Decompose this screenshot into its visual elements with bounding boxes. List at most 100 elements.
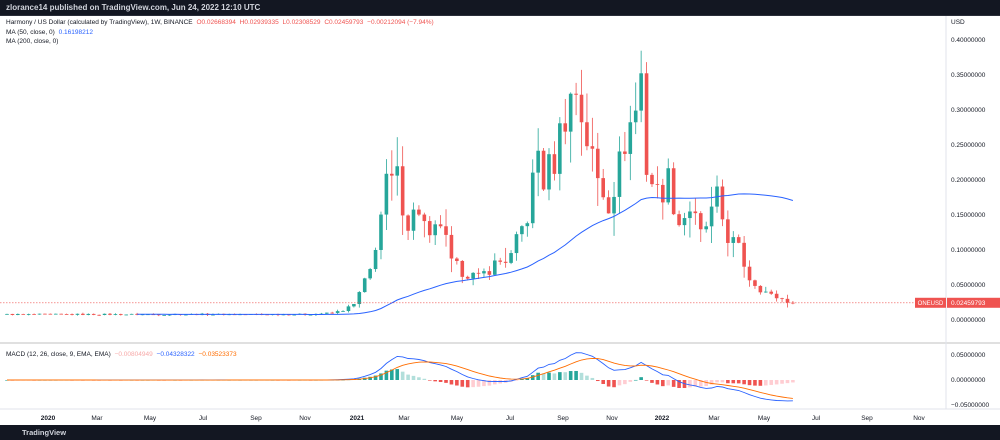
candle-body (498, 260, 503, 262)
ma50-legend[interactable]: MA (50, close, 0) 0.16198212 (6, 28, 93, 37)
macd-hist-bar (666, 380, 671, 386)
candle (785, 294, 790, 308)
candle (547, 148, 551, 201)
macd-hist-value: −0.00804949 (114, 351, 153, 358)
footer-brand[interactable]: TradingView (22, 428, 67, 437)
macd-hist-bar (726, 380, 730, 384)
price-axis-tick: 0.05000000 (951, 282, 986, 289)
candle-body (373, 249, 378, 270)
time-axis-label: May (758, 415, 771, 422)
macd-hist-bar (487, 380, 492, 386)
candle (661, 178, 665, 220)
price-axis-tick: 0.00000000 (951, 317, 986, 324)
macd-hist-bar (395, 369, 400, 380)
candle-body (129, 313, 134, 315)
candle-body (444, 226, 448, 235)
candle (568, 92, 573, 163)
macd-hist-bar (633, 379, 638, 381)
time-axis-label: Sep (250, 415, 262, 422)
candle (75, 313, 80, 316)
macd-hist-bar (400, 371, 405, 380)
candle-body (135, 313, 139, 315)
macd-hist-bar (530, 375, 535, 380)
macd-legend[interactable]: MACD (12, 26, close, 9, EMA, EMA) −0.008… (6, 350, 237, 359)
candle-body (753, 280, 757, 286)
candle (487, 266, 492, 280)
candle (552, 141, 557, 181)
candle (119, 313, 123, 316)
candle (124, 314, 129, 316)
candle (736, 234, 741, 244)
candle-body (97, 314, 101, 316)
macd-hist-bar (482, 380, 486, 387)
candle (704, 221, 708, 233)
footer-bar: TradingView (0, 425, 1000, 440)
candle-body (59, 313, 63, 315)
candle-body (520, 226, 524, 235)
macd-hist-bar (742, 380, 746, 385)
time-axis-label: 2021 (350, 415, 365, 422)
candles-group (5, 50, 795, 317)
macd-hist-bar (595, 380, 600, 382)
candle (482, 268, 486, 278)
time-axis-label: Mar (398, 415, 410, 422)
chart-area[interactable]: 2020 Mar May Jul Sep Nov 2021 Mar May Jul Sep Nov 20… (0, 16, 1000, 425)
ma50-line (137, 193, 794, 315)
candle-body (70, 314, 74, 315)
candle-body (16, 313, 20, 315)
candle-body (81, 313, 85, 315)
macd-hist-bar (368, 376, 372, 380)
main-legend: Harmony / US Dollar (calculated by Tradi… (6, 18, 434, 27)
candle-body (21, 313, 26, 315)
macd-hist-bar (390, 369, 394, 380)
macd-hist-bar (520, 378, 524, 380)
macd-hist-bar (444, 380, 448, 383)
candle-body (324, 312, 329, 314)
macd-hist-bar (541, 373, 546, 380)
candle-body (731, 237, 736, 243)
candle (384, 159, 389, 231)
candle-body (449, 234, 454, 259)
symbol-title[interactable]: Harmony / US Dollar (calculated by Tradi… (6, 19, 193, 26)
candle-body (742, 242, 746, 267)
macd-hist-bar (693, 380, 698, 387)
high-value: H0.02939335 (239, 19, 279, 26)
time-axis-label: Mar (91, 415, 103, 422)
candle-body (585, 122, 589, 147)
macd-hist-bar (547, 372, 551, 380)
candle-body (422, 214, 427, 222)
candle (417, 205, 421, 217)
candle-body (655, 184, 660, 185)
candle (574, 82, 578, 116)
macd-hist-bar (769, 380, 774, 385)
macd-hist-bar (661, 380, 665, 387)
macd-hist-bar (655, 380, 660, 385)
candle (43, 313, 47, 315)
macd-hist-bar (780, 380, 784, 384)
candle-body (650, 174, 654, 185)
currency-label: USD (951, 19, 965, 26)
candle (503, 247, 508, 268)
candle (70, 313, 74, 316)
macd-axis-tick: 0.05000000 (951, 352, 986, 359)
candle-body (525, 223, 530, 227)
candle-body (411, 209, 416, 231)
price-chart[interactable]: 2020 Mar May Jul Sep Nov 2021 Mar May Jul Sep Nov 20… (0, 16, 1000, 425)
candle (362, 277, 367, 293)
ma50-label: MA (50, close, 0) (6, 29, 55, 36)
price-axis-tick: 0.30000000 (951, 107, 986, 114)
candle (493, 253, 497, 276)
candle (357, 291, 362, 308)
macd-hist-bar (476, 380, 481, 387)
candle-body (455, 258, 459, 261)
candle (37, 313, 42, 315)
ma200-legend[interactable]: MA (200, close, 0) (6, 37, 58, 46)
candle-body (292, 314, 297, 316)
macd-hist-bar (720, 380, 725, 383)
candle-body (639, 73, 643, 111)
macd-hist-bar (568, 371, 573, 380)
publish-line: zlorance14 published on TradingView.com,… (6, 3, 261, 12)
candle-body (400, 166, 405, 216)
candle (335, 309, 340, 315)
macd-hist-bar (417, 377, 421, 380)
